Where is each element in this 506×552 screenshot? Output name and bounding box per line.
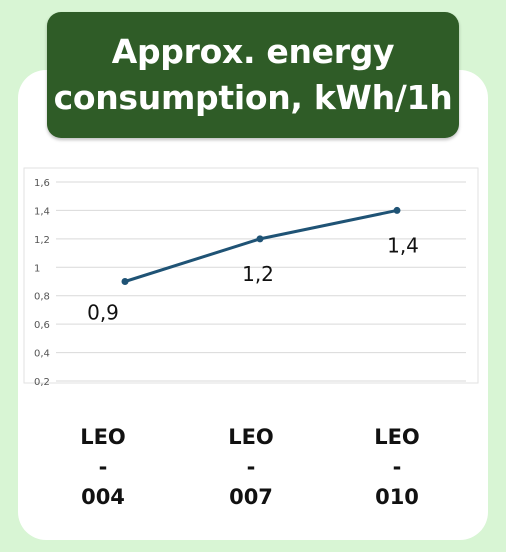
- y-tick-label: 1,2: [34, 235, 50, 246]
- data-point: [121, 278, 129, 285]
- title-banner: Approx. energy consumption, kWh/1h: [47, 12, 459, 138]
- x-category-label-line: -: [246, 455, 256, 479]
- y-tick-label: 1: [34, 263, 40, 274]
- data-label: 1,2: [242, 262, 274, 286]
- chart-card: [18, 70, 488, 540]
- y-tick-label: 1,6: [34, 178, 50, 189]
- data-label: 1,4: [387, 233, 419, 257]
- data-point: [393, 206, 401, 214]
- x-category-label: LEO - 004: [63, 422, 143, 512]
- x-category-label: LEO - 010: [357, 422, 437, 512]
- x-category-label-line: -: [98, 455, 108, 479]
- y-tick-label: 1,4: [34, 206, 50, 217]
- y-tick-label: 0,2: [34, 377, 50, 388]
- x-category-label-line: LEO: [80, 425, 126, 449]
- data-label: 0,9: [87, 301, 119, 325]
- chart-title: Approx. energy consumption, kWh/1h: [53, 32, 453, 117]
- x-category-label-line: 010: [375, 485, 419, 509]
- plot-frame: [23, 167, 479, 384]
- y-tick-label: 0,6: [34, 320, 50, 331]
- x-category-label-line: 007: [229, 485, 273, 509]
- x-category-label-line: LEO: [374, 425, 420, 449]
- x-category-label-line: LEO: [228, 425, 274, 449]
- x-category-label-line: -: [392, 455, 402, 479]
- y-tick-label: 0,4: [34, 349, 50, 360]
- x-category-label-line: 004: [81, 485, 125, 509]
- x-category-label: LEO - 007: [211, 422, 291, 512]
- data-point: [256, 235, 264, 243]
- y-tick-label: 0,8: [34, 292, 50, 303]
